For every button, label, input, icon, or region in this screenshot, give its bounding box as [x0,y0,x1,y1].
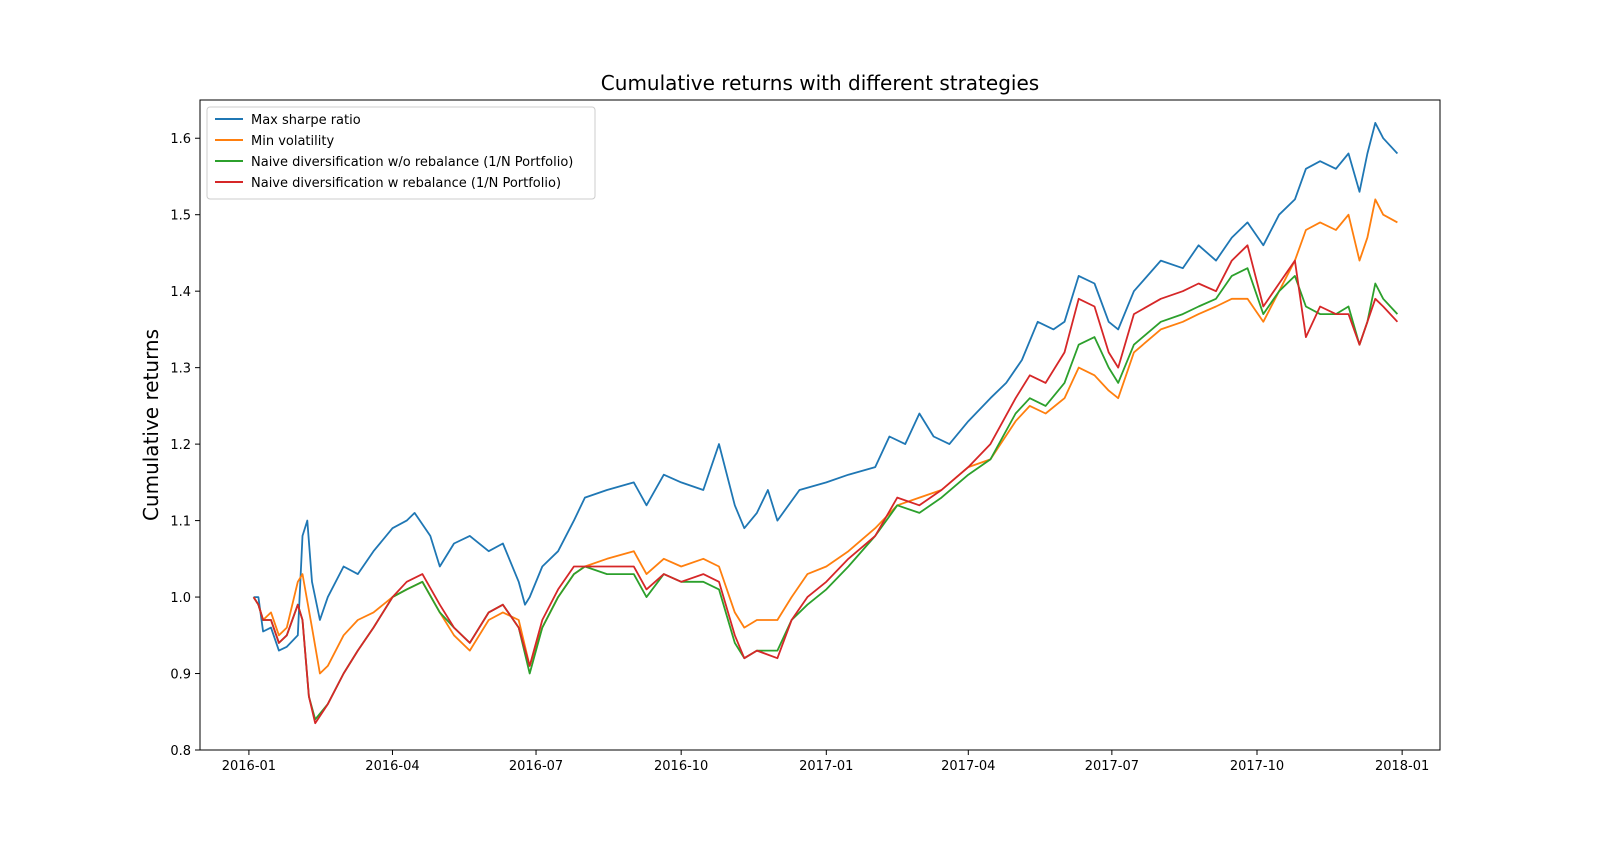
x-tick-label: 2017-04 [941,759,995,774]
series-layer [252,122,1399,725]
series-line-2 [252,198,1398,675]
legend-label: Max sharpe ratio [251,113,361,128]
y-axis: 0.8 0.9 1.0 1.1 1.2 1.3 1.4 1.5 1.6 [170,132,200,759]
x-tick-label: 2016-01 [222,759,276,774]
x-tick-label: 2016-07 [509,759,563,774]
plot-area-frame [199,99,1441,751]
x-axis: 2016-01 2016-04 2016-07 2016-10 2017-01 2017-… [222,750,1429,774]
x-tick-label: 2018-01 [1375,759,1429,774]
x-tick-label: 2016-10 [654,759,708,774]
y-tick-label: 1.0 [170,591,191,606]
legend-box [206,106,596,200]
y-tick-label: 1.3 [170,362,191,377]
y-tick-label: 1.2 [170,438,191,453]
y-tick-label: 1.1 [170,515,191,530]
x-tick-label: 2016-04 [365,759,419,774]
y-tick-label: 1.5 [170,209,191,224]
x-tick-label: 2017-01 [799,759,853,774]
y-axis-label: Cumulative returns [139,329,163,521]
legend: Max sharpe ratio Min volatility Naive dive… [206,106,596,200]
x-tick-label: 2017-07 [1085,759,1139,774]
legend-label: Naive diversification w rebalance (1/N P… [251,176,561,191]
y-tick-label: 1.4 [170,285,191,300]
series-line-1 [253,122,1399,652]
chart-title: Cumulative returns with different strate… [601,71,1039,95]
legend-label: Naive diversification w/o rebalance (1/N… [251,155,573,170]
y-tick-label: 1.6 [170,132,191,147]
y-tick-label: 0.9 [170,668,191,683]
y-tick-label: 0.8 [170,744,191,759]
legend-label: Min volatility [251,134,334,149]
series-line-4 [252,244,1399,725]
x-tick-label: 2017-10 [1230,759,1284,774]
